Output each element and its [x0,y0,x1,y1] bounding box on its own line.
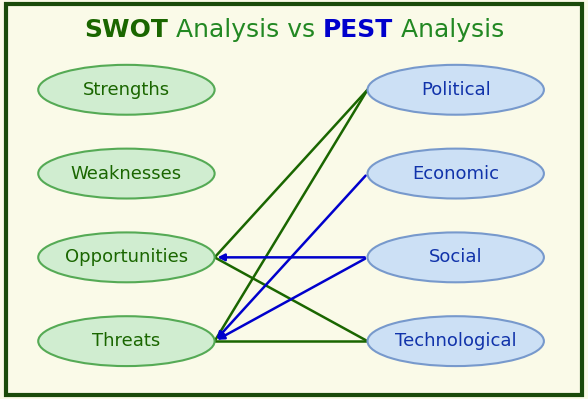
Ellipse shape [368,232,544,282]
Text: Technological: Technological [395,332,516,350]
Ellipse shape [38,65,215,115]
Text: SWOT: SWOT [83,18,168,42]
Ellipse shape [38,232,215,282]
Text: Analysis: Analysis [393,18,505,42]
Text: Strengths: Strengths [83,81,170,99]
Text: Weaknesses: Weaknesses [71,164,182,183]
Ellipse shape [368,316,544,366]
Ellipse shape [368,65,544,115]
Text: Opportunities: Opportunities [65,248,188,267]
Text: Social: Social [429,248,483,267]
Text: Economic: Economic [412,164,499,183]
Text: Analysis vs: Analysis vs [168,18,323,42]
Text: PEST: PEST [323,18,393,42]
Ellipse shape [368,149,544,199]
Text: Threats: Threats [92,332,161,350]
Ellipse shape [38,316,215,366]
Text: Political: Political [421,81,490,99]
Ellipse shape [38,149,215,199]
